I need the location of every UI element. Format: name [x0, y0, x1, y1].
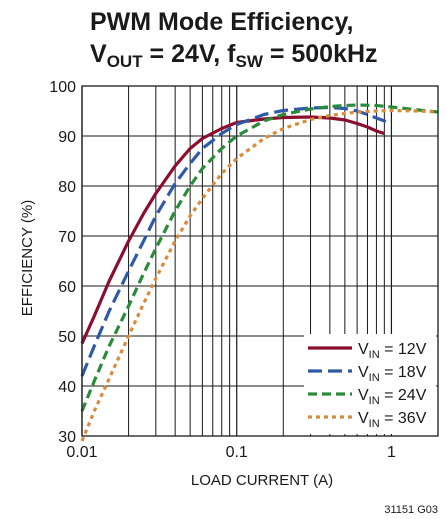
y-tick-label: 60 [58, 279, 76, 296]
y-axis-label: EFFICIENCY (%) [19, 200, 36, 316]
y-tick-label: 90 [58, 129, 76, 146]
plot-frame [81, 85, 439, 437]
legend-label-0: VIN = 12V [358, 341, 427, 361]
chart-title-line1: PWM Mode Efficiency, [90, 8, 353, 36]
curves [80, 103, 439, 442]
legend-label-3: VIN = 36V [358, 410, 427, 430]
figure-code: 31151 G03 [384, 504, 438, 516]
series-line-2 [80, 103, 439, 412]
x-tick-label: 0.01 [66, 444, 97, 461]
chart-title-line2: VOUT = 24V, fSW = 500kHz [90, 40, 378, 71]
y-tick-label: 30 [58, 429, 76, 446]
x-tick-labels: 0.01 0.1 1 [66, 444, 396, 461]
y-tick-label: 100 [49, 79, 76, 96]
y-tick-labels: 30 40 50 60 70 80 90 100 [49, 79, 76, 446]
legend-label-1: VIN = 18V [358, 364, 427, 384]
legend: VIN = 12V VIN = 18V VIN = 24V VIN = 36V [304, 334, 436, 434]
y-tick-label: 40 [58, 379, 76, 396]
legend-label-2: VIN = 24V [358, 387, 427, 407]
x-tick-label: 0.1 [226, 444, 248, 461]
y-tick-label: 50 [58, 329, 76, 346]
y-tick-label: 70 [58, 229, 76, 246]
series-line-1 [80, 105, 392, 377]
x-axis-label: LOAD CURRENT (A) [191, 472, 333, 489]
y-tick-label: 80 [58, 179, 76, 196]
x-tick-label: 1 [387, 444, 396, 461]
series-line-0 [80, 115, 385, 345]
